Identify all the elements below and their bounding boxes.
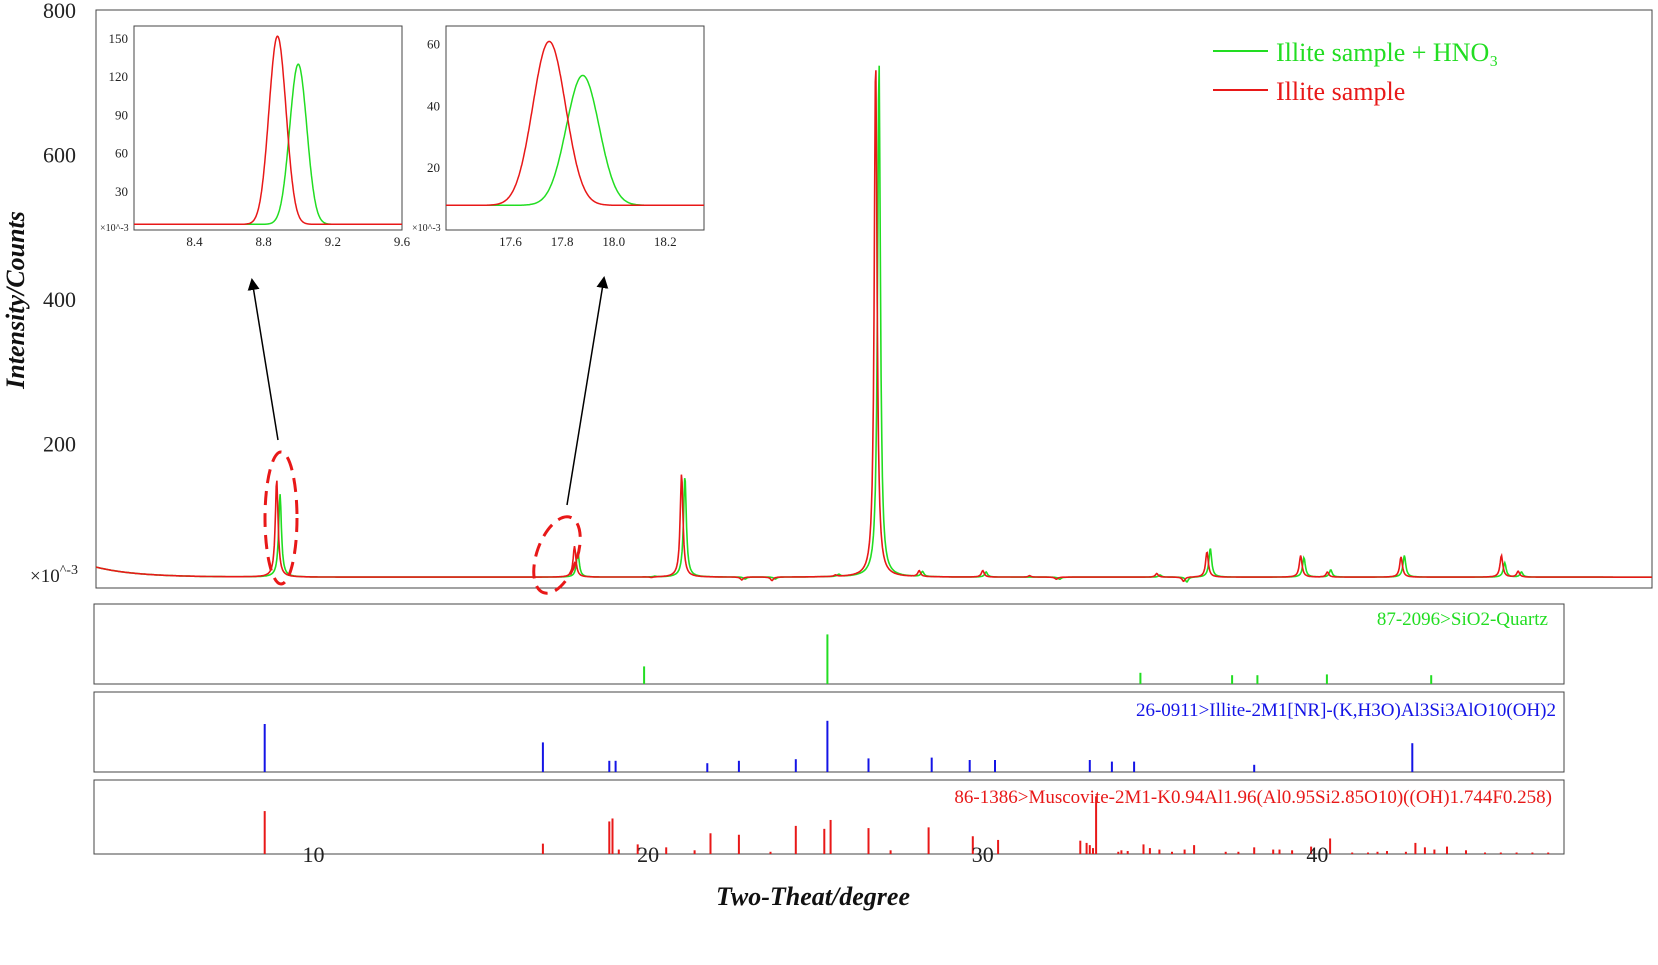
- y-tick-label: 400: [43, 287, 76, 312]
- inset-y-tick-label: 120: [109, 69, 129, 84]
- quartz-panel-label: 87-2096>SiO2-Quartz: [1377, 609, 1548, 630]
- y-tick-label: 800: [43, 0, 76, 23]
- y-tick-label: 600: [43, 143, 76, 168]
- inset-x-tick-label: 8.8: [256, 234, 272, 249]
- reference-panel-quartz: 87-2096>SiO2-Quartz: [93, 603, 1565, 685]
- inset-y-tick-label: 20: [427, 160, 440, 175]
- inset-x-tick-label: 9.6: [394, 234, 411, 249]
- inset-x-tick-label: 17.8: [551, 234, 574, 249]
- main-series-group: [95, 65, 1652, 583]
- zoom-arrow-1: [247, 278, 279, 441]
- inset-2-series: 20 40 60 17.6 17.8 18.0 18.2: [427, 37, 704, 249]
- illite-reference-lines: [263, 720, 1414, 772]
- inset-y-tick-label: 60: [115, 146, 128, 161]
- peak-highlight-ellipse-2: [532, 515, 582, 595]
- inset-x-tick-label: 18.2: [654, 234, 677, 249]
- inset-1-series: 30 60 90 120 150 8.4 8.8 9.2 9.6: [109, 31, 411, 249]
- inset-2-line-red: [446, 40, 704, 207]
- inset-2: 20 40 60 17.6 17.8 18.0 18.2 ×10^-3: [412, 25, 705, 249]
- legend: Illite sample + HNO₃ Illite sample: [1213, 38, 1498, 106]
- muscovite-reference-lines: [263, 796, 1550, 854]
- x-axis-title: Two-Theat/degree: [716, 882, 910, 911]
- inset-y-tick-label: 90: [115, 107, 128, 122]
- reference-panel-muscovite: 86-1386>Muscovite-2M1-K0.94Al1.96(Al0.95…: [93, 779, 1565, 855]
- y-tick-label: 200: [43, 432, 76, 457]
- inset-y-tick-label: 40: [427, 98, 440, 113]
- zoom-arrow-2: [566, 276, 609, 506]
- inset-1-line-red: [134, 35, 402, 226]
- quartz-reference-lines: [643, 634, 1433, 684]
- legend-label-green: Illite sample + HNO₃: [1276, 38, 1498, 67]
- inset-1-unit-label: ×10^-3: [100, 223, 129, 234]
- series-line-illite: [95, 70, 1652, 583]
- inset-x-tick-label: 17.6: [499, 234, 522, 249]
- legend-label-red: Illite sample: [1276, 77, 1405, 106]
- inset-y-tick-label: 150: [109, 31, 129, 46]
- inset-x-tick-label: 8.4: [186, 234, 203, 249]
- main-plot-frame: [95, 9, 1653, 589]
- inset-x-tick-label: 9.2: [325, 234, 341, 249]
- muscovite-panel-frame: [93, 779, 1565, 855]
- inset-y-tick-label: 60: [427, 37, 440, 52]
- illite-panel-frame: [93, 691, 1565, 773]
- y-tick-labels: 200 400 600 800: [43, 0, 76, 457]
- y-unit-label: ×10^-3: [30, 563, 78, 587]
- peak-highlight-ellipse-1: [263, 450, 299, 586]
- x-tick-label: 20: [637, 842, 659, 867]
- x-tick-label: 30: [972, 842, 994, 867]
- x-tick-labels: 10 20 30 40: [303, 842, 1329, 867]
- inset-2-frame: [445, 25, 705, 231]
- inset-2-unit-label: ×10^-3: [412, 223, 441, 234]
- illite-panel-label: 26-0911>Illite-2M1[NR]-(K,H3O)Al3Si3AlO1…: [1136, 700, 1556, 721]
- x-tick-label: 40: [1306, 842, 1328, 867]
- reference-panel-illite: 26-0911>Illite-2M1[NR]-(K,H3O)Al3Si3AlO1…: [93, 691, 1565, 773]
- inset-1: 30 60 90 120 150 8.4 8.8 9.2 9.6 ×10^-3: [100, 25, 411, 249]
- quartz-panel-frame: [93, 603, 1565, 685]
- x-tick-label: 10: [303, 842, 325, 867]
- muscovite-panel-label: 86-1386>Muscovite-2M1-K0.94Al1.96(Al0.95…: [954, 787, 1552, 808]
- inset-x-tick-label: 18.0: [602, 234, 625, 249]
- inset-y-tick-label: 30: [115, 184, 128, 199]
- y-axis-title: Intensity/Counts: [1, 211, 30, 390]
